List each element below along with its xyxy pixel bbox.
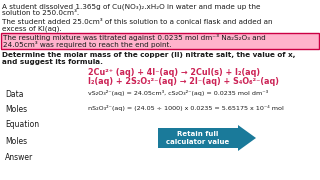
Text: excess of KI(aq).: excess of KI(aq).: [2, 26, 62, 33]
Text: nS₂O₃²⁻(aq) = (24.05 ÷ 1000) x 0.0235 = 5.65175 x 10⁻⁴ mol: nS₂O₃²⁻(aq) = (24.05 ÷ 1000) x 0.0235 = …: [88, 105, 284, 111]
Text: Moles: Moles: [5, 105, 27, 114]
Text: Determine the molar mass of the copper (II) nitrate salt, the value of x,: Determine the molar mass of the copper (…: [2, 52, 295, 58]
Text: 24.05cm³ was required to reach the end point.: 24.05cm³ was required to reach the end p…: [3, 41, 172, 48]
Text: solution to 250.0cm³.: solution to 250.0cm³.: [2, 10, 79, 16]
Text: Data: Data: [5, 90, 23, 99]
Text: The student added 25.0cm³ of this solution to a conical flask and added an: The student added 25.0cm³ of this soluti…: [2, 19, 273, 25]
Text: Moles: Moles: [5, 137, 27, 146]
Polygon shape: [238, 125, 256, 151]
Text: Answer: Answer: [5, 153, 33, 162]
Bar: [158, 128, 238, 148]
Text: A student dissolved 1.365g of Cu(NO₃)₂.xH₂O in water and made up the: A student dissolved 1.365g of Cu(NO₃)₂.x…: [2, 3, 260, 10]
Text: and suggest its formula.: and suggest its formula.: [2, 59, 103, 65]
Text: Retain full
calculator value: Retain full calculator value: [166, 131, 230, 145]
Text: 2Cu²⁺ (aq) + 4I⁻(aq) → 2CuI(s) + I₂(aq): 2Cu²⁺ (aq) + 4I⁻(aq) → 2CuI(s) + I₂(aq): [88, 68, 260, 77]
Text: The resulting mixture was titrated against 0.0235 mol dm⁻³ Na₂S₂O₃ and: The resulting mixture was titrated again…: [3, 34, 266, 41]
Text: vS₂O₃²⁻(aq) = 24.05cm³, cS₂O₃²⁻(aq) = 0.0235 mol dm⁻³: vS₂O₃²⁻(aq) = 24.05cm³, cS₂O₃²⁻(aq) = 0.…: [88, 90, 268, 96]
Bar: [1, 33, 319, 49]
Text: Equation: Equation: [5, 120, 39, 129]
Text: I₂(aq) + 2S₂O₃²⁻(aq) → 2I⁻(aq) + S₄O₆²⁻(aq): I₂(aq) + 2S₂O₃²⁻(aq) → 2I⁻(aq) + S₄O₆²⁻(…: [88, 77, 279, 86]
